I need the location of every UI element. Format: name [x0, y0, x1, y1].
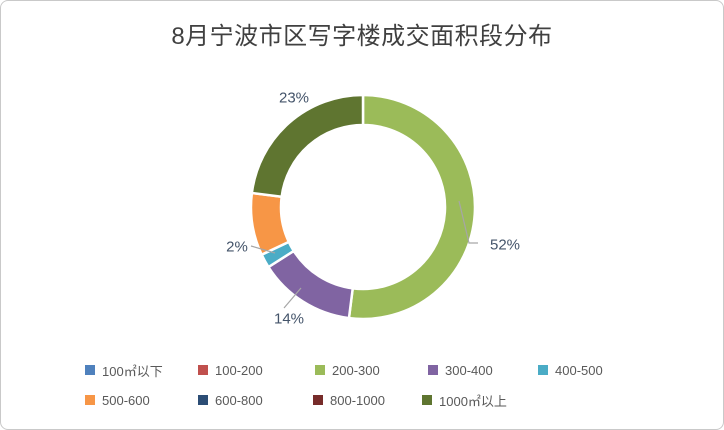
legend-item-200-300[interactable]: 200-300 — [315, 362, 380, 378]
legend-label: 600-800 — [215, 392, 263, 408]
leader-line-14pct — [283, 287, 302, 309]
data-label-200-300: 52% — [489, 236, 521, 254]
legend-label: 100-200 — [215, 362, 263, 378]
donut-slice-500-600[interactable] — [249, 191, 291, 257]
legend-item-800-1000[interactable]: 800-1000 — [313, 392, 385, 408]
legend-swatch-100-200 — [198, 365, 208, 375]
chart-title: 8月宁波市区写字楼成交面积段分布 — [171, 23, 553, 50]
legend-label: 100㎡以下 — [102, 363, 163, 379]
legend-item-1000sqm-above[interactable]: 1000㎡以上 — [422, 392, 507, 409]
legend-label: 800-1000 — [330, 392, 385, 408]
donut-slice-300-400[interactable] — [266, 249, 355, 320]
legend-label: 400-500 — [555, 362, 603, 378]
legend-swatch-400-500 — [538, 365, 548, 375]
leader-line-2pct — [250, 245, 276, 254]
legend-swatch-300-400 — [428, 365, 438, 375]
legend-item-600-800[interactable]: 600-800 — [198, 392, 263, 408]
donut-slice-1000㎡以上[interactable] — [250, 93, 365, 199]
legend-label: 500-600 — [102, 392, 150, 408]
legend-swatch-100sqm-below — [85, 365, 95, 375]
donut-slices — [249, 93, 477, 321]
legend-label: 200-300 — [332, 362, 380, 378]
legend-item-300-400[interactable]: 300-400 — [428, 362, 493, 378]
legend-item-400-500[interactable]: 400-500 — [538, 362, 603, 378]
legend-label: 1000㎡以上 — [439, 393, 507, 409]
legend-swatch-200-300 — [315, 365, 325, 375]
legend-swatch-1000sqm-above — [422, 395, 432, 405]
donut-slice-200-300[interactable] — [347, 93, 477, 321]
legend-label: 300-400 — [445, 362, 493, 378]
legend-item-100sqm-below[interactable]: 100㎡以下 — [85, 362, 163, 379]
legend-swatch-600-800 — [198, 395, 208, 405]
legend-item-500-600[interactable]: 500-600 — [85, 392, 150, 408]
legend-item-100-200[interactable]: 100-200 — [198, 362, 263, 378]
legend-swatch-800-1000 — [313, 395, 323, 405]
data-label-300-400: 14% — [273, 310, 305, 328]
data-label-1000sqm-above: 23% — [278, 89, 310, 107]
data-label-400-500: 2% — [226, 238, 248, 256]
legend-swatch-500-600 — [85, 395, 95, 405]
leader-line-52pct — [458, 200, 478, 244]
